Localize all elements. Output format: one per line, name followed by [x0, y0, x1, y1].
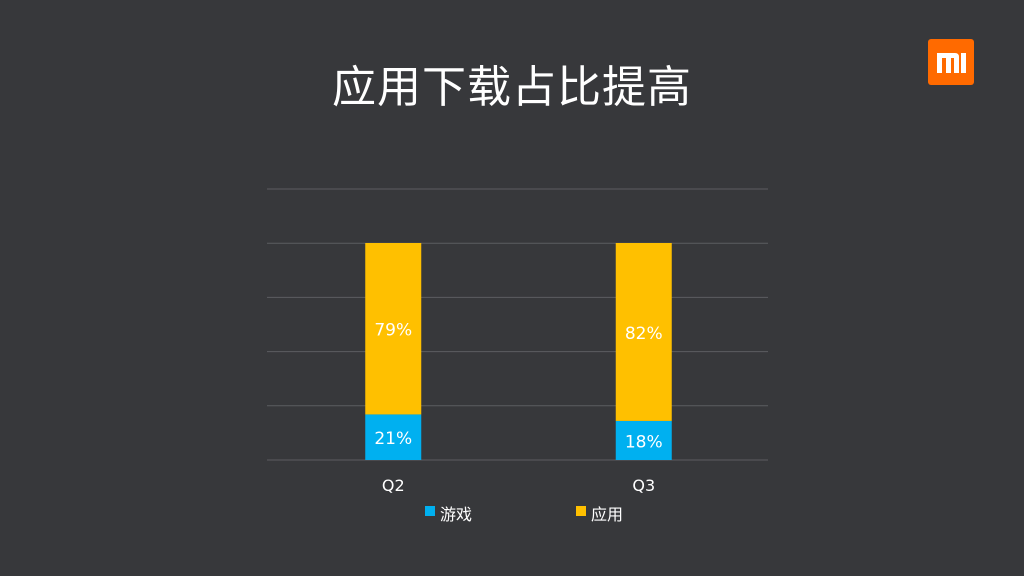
slide-title: 应用下载占比提高 — [332, 62, 692, 113]
mi-logo — [928, 39, 974, 85]
legend-swatch — [425, 506, 435, 516]
data-label: 18% — [625, 432, 663, 452]
bar-q3-game — [615, 420, 672, 460]
mi-logo-icon — [937, 53, 966, 73]
bar-q3-app — [615, 243, 672, 421]
bar-q2-game — [365, 414, 422, 460]
legend-label: 游戏 — [440, 505, 472, 524]
legend-swatch — [576, 506, 586, 516]
x-tick-label: Q2 — [382, 476, 405, 495]
bar-q2-app — [365, 243, 422, 415]
legend-label: 应用 — [591, 505, 623, 524]
data-label: 82% — [625, 324, 663, 344]
x-tick-label: Q3 — [632, 476, 655, 495]
data-label: 79% — [374, 321, 412, 341]
data-label: 21% — [374, 429, 412, 449]
